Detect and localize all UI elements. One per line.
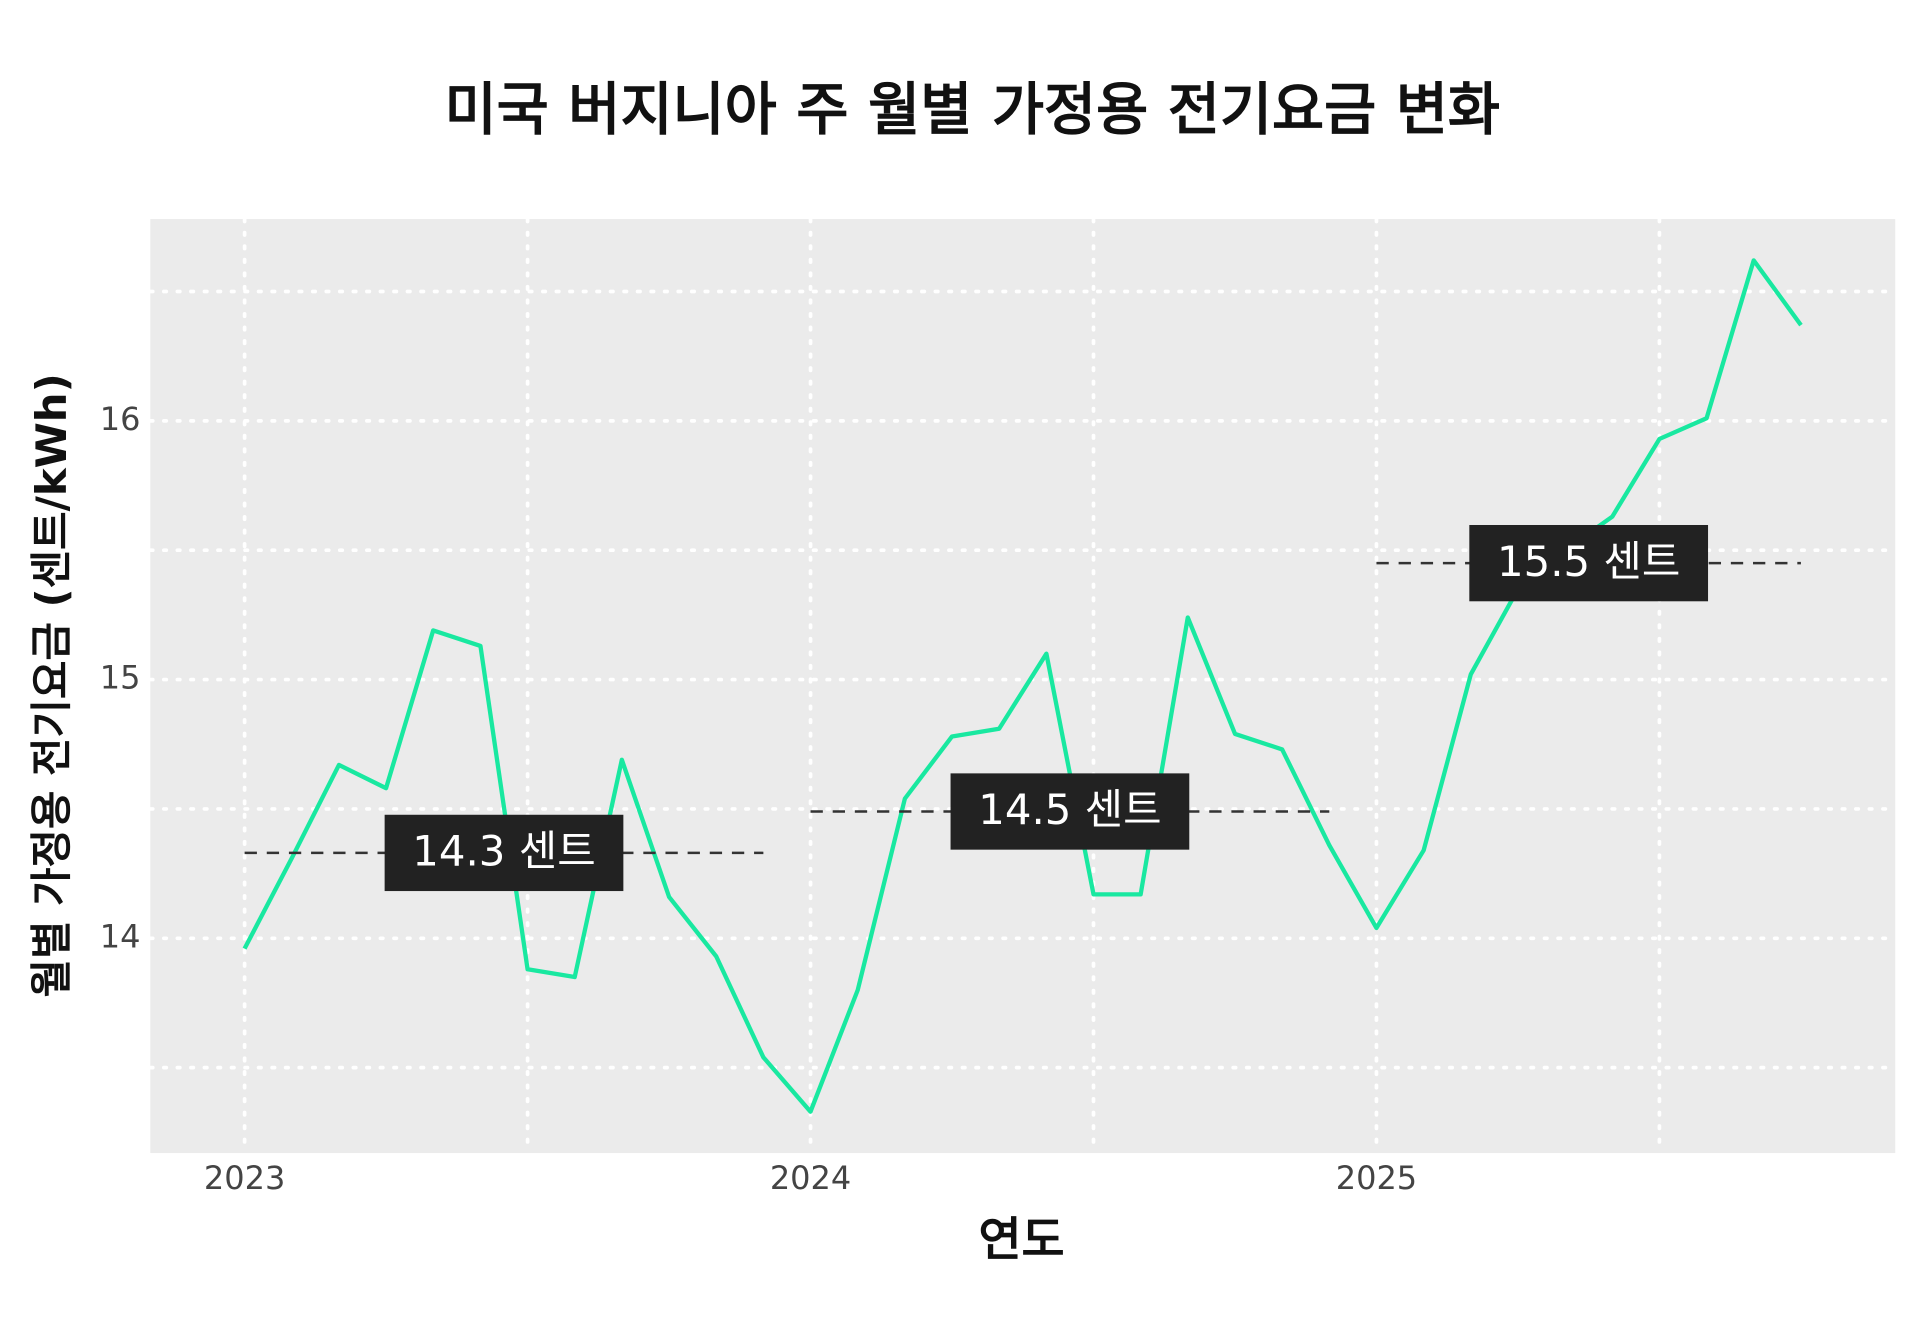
x-tick-label: 2024 [770,1159,851,1197]
annotation-text: 14.3 센트 [412,827,595,876]
annotation-text: 14.5 센트 [978,785,1161,834]
x-tick-label: 2025 [1336,1159,1417,1197]
y-tick-label: 14 [100,917,141,955]
y-tick-label: 16 [100,400,141,438]
annotation-label: 14.5 센트 [950,773,1190,850]
annotation-box [950,773,1190,850]
y-axis-title: 월별 가정용 전기요금 (센트/kWh) [27,373,76,997]
x-axis-title: 연도 [979,1213,1065,1267]
annotation-label: 14.3 센트 [384,814,624,892]
annotation-label: 15.5 센트 [1469,524,1709,602]
annotation-text: 15.5 센트 [1497,537,1680,586]
annotation-box [1469,524,1709,602]
y-tick-label: 15 [100,659,141,697]
annotation-box [384,814,624,892]
x-tick-label: 2023 [204,1159,285,1197]
chart-title: 미국 버지니아 주 월별 가정용 전기요금 변화 [445,77,1500,143]
panel [150,219,1896,1154]
